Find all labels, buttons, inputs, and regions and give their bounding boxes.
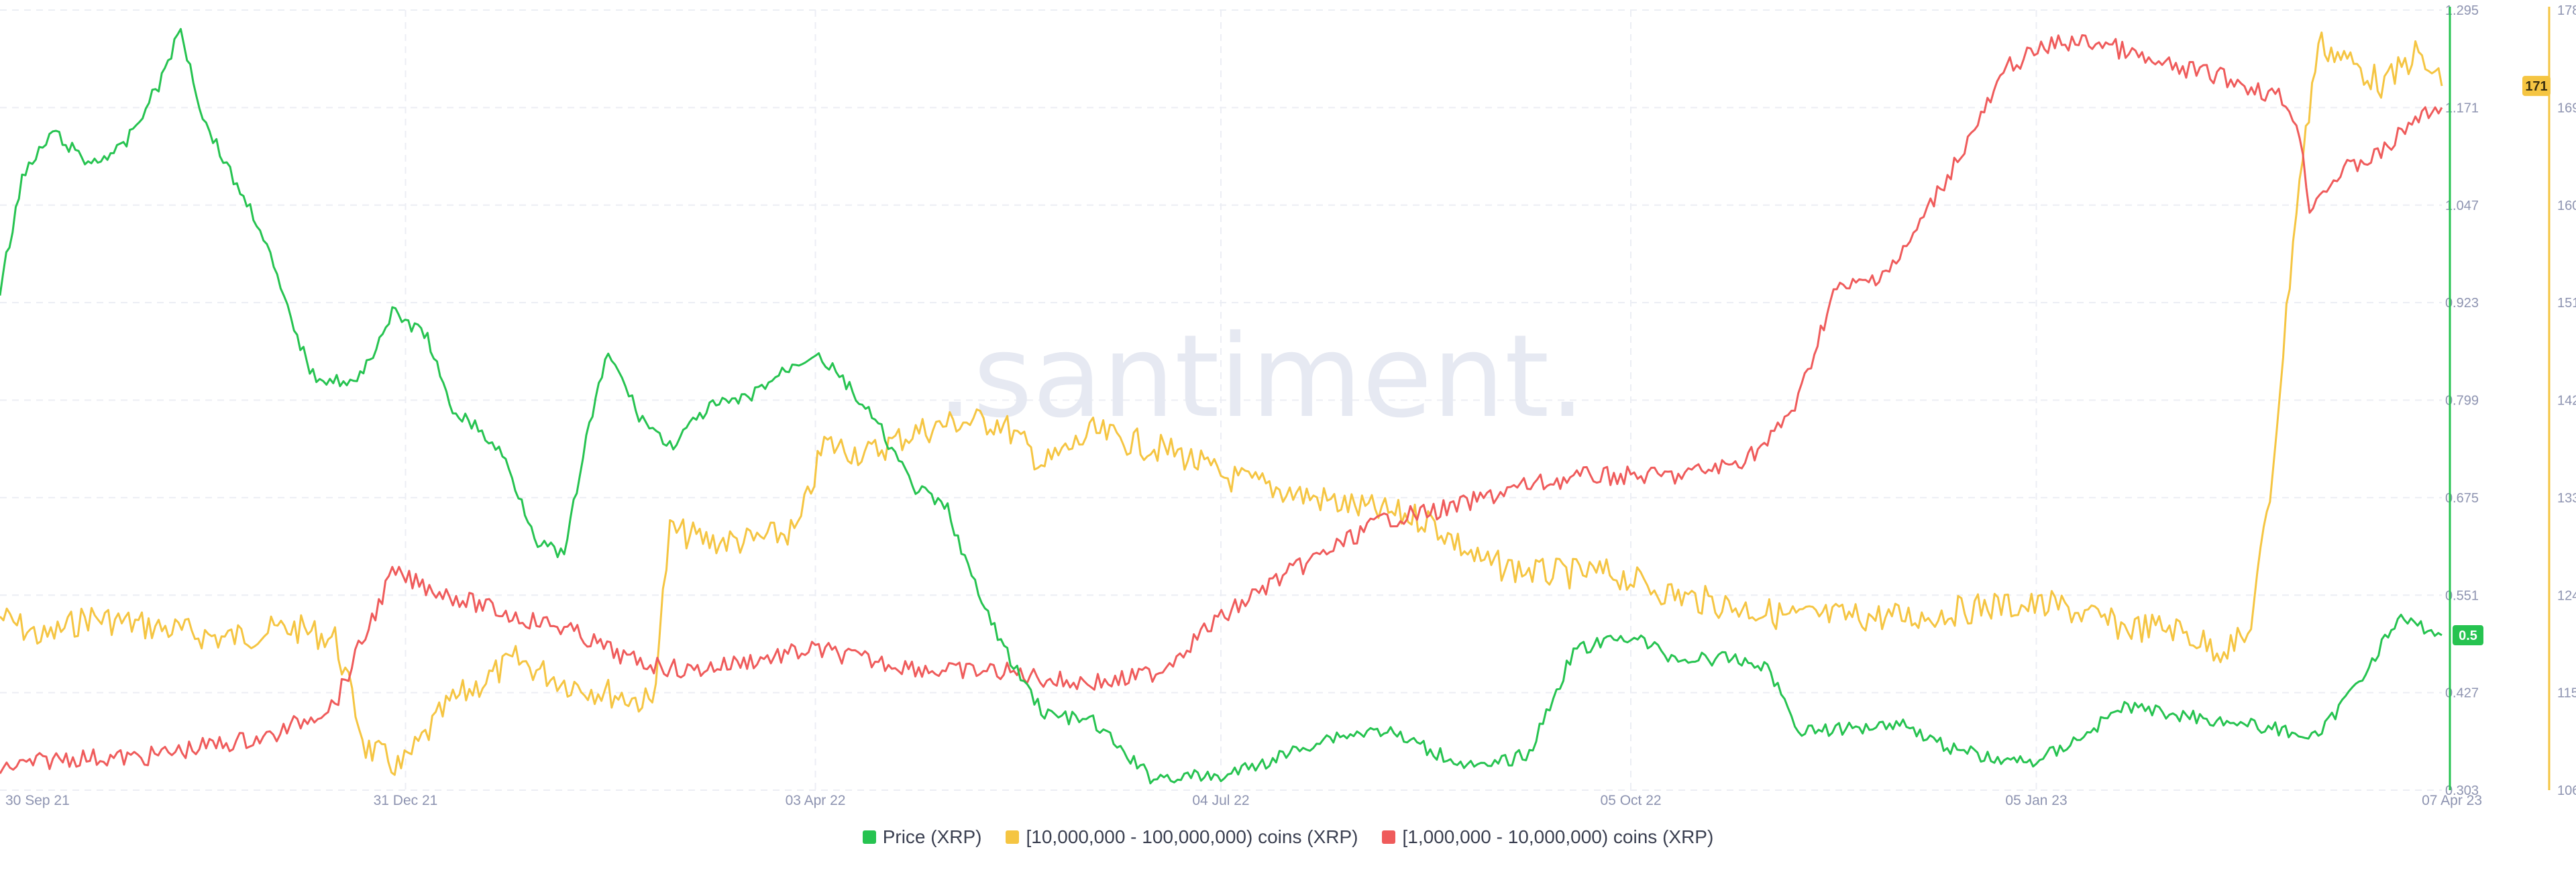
- watermark: .santiment.: [936, 311, 1585, 443]
- series-line-0: [0, 28, 2443, 785]
- x-axis-tick: 31 Dec 21: [374, 793, 438, 808]
- price-axis-tick: 0.675: [2445, 491, 2479, 506]
- supply-axis-tick: 124: [2557, 588, 2576, 603]
- x-axis-tick: 30 Sep 21: [5, 793, 70, 808]
- series-layer: [0, 28, 2443, 785]
- supply-axis-tick: 178: [2557, 3, 2576, 18]
- price-axis-tick: 1.295: [2445, 3, 2479, 18]
- chart-legend: Price (XRP) [10,000,000 - 100,000,000) c…: [0, 826, 2576, 848]
- legend-item-price[interactable]: Price (XRP): [862, 826, 982, 848]
- legend-label-1m-10m: [1,000,000 - 10,000,000) coins (XRP): [1402, 826, 1714, 847]
- supply-axis-tick: 142: [2557, 394, 2576, 408]
- series-line-2: [0, 34, 2443, 774]
- legend-item-1m-10m[interactable]: [1,000,000 - 10,000,000) coins (XRP): [1382, 826, 1713, 848]
- price-axis-tick: 0.923: [2445, 296, 2479, 311]
- series-line-1: [0, 31, 2443, 776]
- supply-axis-tick: 160: [2557, 199, 2576, 213]
- grid-lines: [0, 9, 2442, 791]
- price-axis-tick: 0.303: [2445, 783, 2479, 798]
- supply-badge-bg: [2522, 76, 2551, 97]
- supply-axis-tick: 151: [2557, 296, 2576, 311]
- supply-axis-tick: 115: [2557, 686, 2576, 701]
- value-badges: 0.5 171: [2453, 76, 2551, 646]
- x-axis-tick: 07 Apr 23: [2422, 793, 2482, 808]
- price-axis-tick: 0.427: [2445, 686, 2479, 701]
- legend-swatch-price: [862, 830, 876, 844]
- price-axis-tick: 1.047: [2445, 199, 2479, 213]
- x-axis-tick: 05 Oct 22: [1601, 793, 1662, 808]
- legend-swatch-10m-100m: [1006, 830, 1020, 844]
- axes-layer: 1.295 1.171 1.047 0.923 0.799 0.675 0.551 0.427…: [5, 3, 2576, 808]
- price-axis-tick: 1.171: [2445, 101, 2479, 115]
- legend-swatch-1m-10m: [1382, 830, 1396, 844]
- supply-badge-label: 171: [2525, 79, 2547, 94]
- supply-axis-tick: 106: [2557, 783, 2576, 798]
- supply-axis-tick: 133: [2557, 491, 2576, 506]
- x-axis-tick: 03 Apr 22: [786, 793, 846, 808]
- price-badge-bg: [2453, 625, 2483, 646]
- price-axis-tick: 0.551: [2445, 588, 2479, 603]
- price-axis-tick: 0.799: [2445, 394, 2479, 408]
- x-axis-tick: 04 Jul 22: [1192, 793, 1249, 808]
- legend-label-10m-100m: [10,000,000 - 100,000,000) coins (XRP): [1026, 826, 1358, 847]
- supply-axis-tick: 169: [2557, 101, 2576, 115]
- price-badge-label: 0.5: [2459, 629, 2477, 643]
- legend-item-10m-100m[interactable]: [10,000,000 - 100,000,000) coins (XRP): [1006, 826, 1358, 848]
- legend-label-price: Price (XRP): [882, 826, 982, 847]
- x-axis-tick: 05 Jan 23: [2005, 793, 2067, 808]
